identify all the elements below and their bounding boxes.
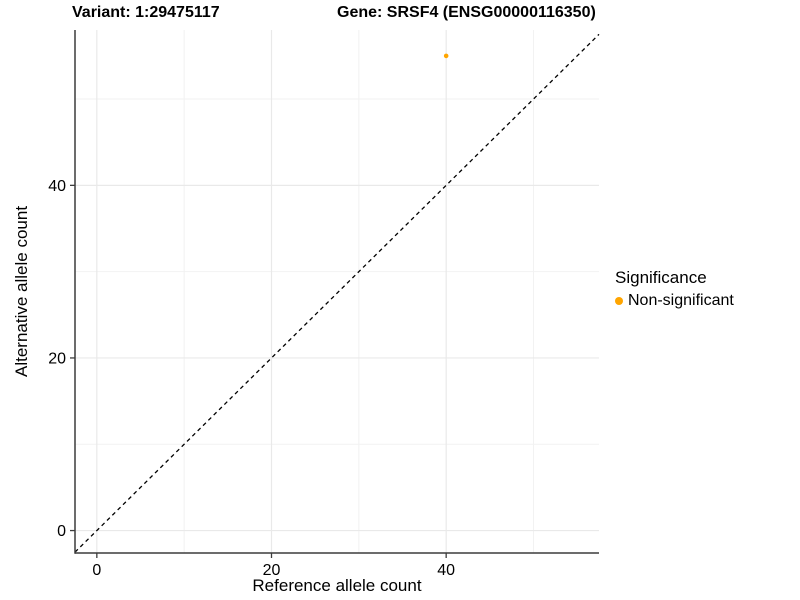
legend: Significance Non-significant xyxy=(615,267,734,311)
point-icon xyxy=(615,297,623,305)
y-tick-label: 0 xyxy=(57,523,66,540)
y-tick-label: 40 xyxy=(48,178,66,195)
identity-line xyxy=(74,33,600,553)
legend-title: Significance xyxy=(615,268,707,287)
x-tick-label: 0 xyxy=(92,562,101,579)
y-tick-label: 20 xyxy=(48,350,66,367)
x-tick-label: 20 xyxy=(263,562,281,579)
x-tick-label: 40 xyxy=(437,562,455,579)
data-point xyxy=(443,53,449,59)
y-axis-title: Alternative allele count xyxy=(12,205,31,377)
x-axis-title: Reference allele count xyxy=(252,576,422,595)
variant-title: Variant: 1:29475117 xyxy=(72,4,220,21)
legend-item: Non-significant xyxy=(615,291,734,311)
gene-title: Gene: SRSF4 (ENSG00000116350) xyxy=(337,4,596,21)
legend-item-label: Non-significant xyxy=(628,292,734,309)
